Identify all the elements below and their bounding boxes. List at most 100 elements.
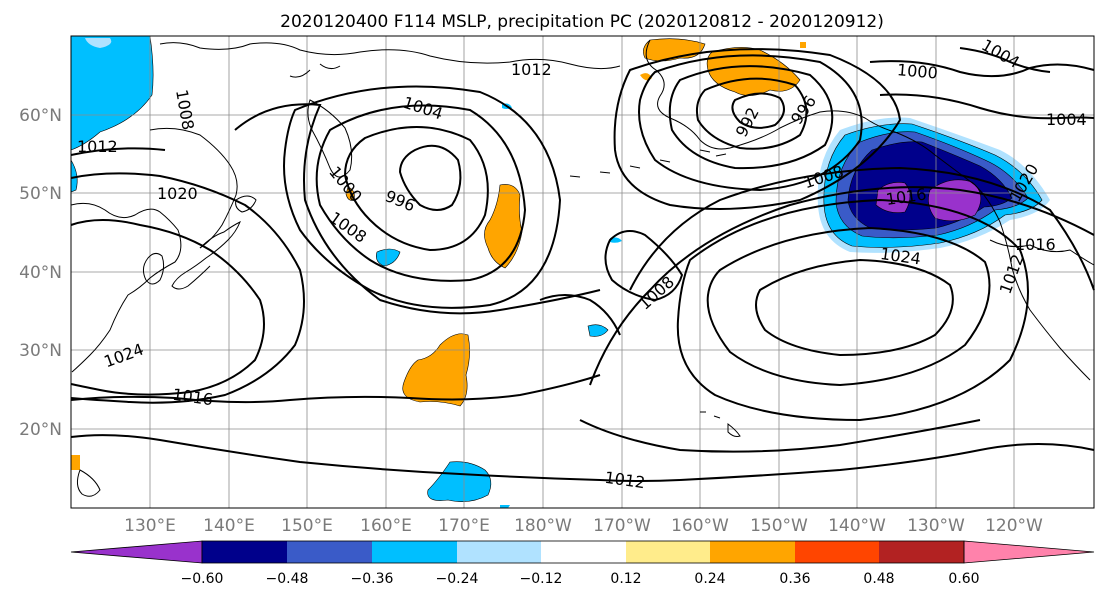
precip-area-ne-purple-2 — [928, 179, 982, 222]
colorbar-segment — [457, 541, 541, 563]
isobar-contour — [706, 226, 991, 387]
precip-area-lower-blue — [427, 461, 492, 502]
colorbar-tick-label: −0.24 — [436, 571, 479, 587]
lat-axis: 60°N 50°N 40°N 30°N 20°N — [19, 106, 62, 440]
isobar-contour — [70, 147, 166, 156]
isobar-contour — [234, 103, 601, 315]
isobar-contour — [638, 54, 863, 192]
lon-tick-label: 160°W — [671, 516, 729, 536]
lon-tick-label: 160°E — [360, 516, 412, 536]
isobar-contour — [343, 126, 489, 252]
isobar-contour — [70, 219, 265, 396]
isobar-contour — [283, 85, 562, 309]
isobar-contour — [676, 198, 1029, 422]
precip-area-top-orange-4 — [800, 42, 806, 48]
coastline-siberia — [159, 42, 621, 70]
coastline-korea — [142, 252, 165, 285]
isobar-contour — [668, 65, 834, 170]
colorbar-tick-label: 0.36 — [779, 571, 810, 587]
lat-tick-label: 50°N — [19, 184, 62, 204]
colorbar-segment — [879, 541, 964, 563]
isobar-label: 1012 — [77, 137, 118, 156]
map-title: 2020120400 F114 MSLP, precipitation PC (… — [280, 12, 884, 32]
map-panel: 1012 1008 1020 1024 1016 1004 1000 996 1… — [70, 35, 1095, 509]
precip-area-ne-purple-1 — [875, 182, 911, 213]
colorbar-segment — [287, 541, 372, 563]
colorbar-frame — [201, 540, 965, 564]
isobar-contour — [869, 60, 1095, 78]
lon-tick-label: 170°W — [593, 516, 651, 536]
lon-tick-label: 150°E — [281, 516, 333, 536]
isobar-contour — [604, 230, 684, 302]
colorbar-segment — [626, 541, 710, 563]
isobar-contour — [755, 258, 954, 357]
isobar-label: 1004 — [1046, 110, 1087, 129]
coastline-chukotka — [289, 63, 341, 78]
colorbar-tick-label: 0.12 — [610, 571, 641, 587]
isobar-contour — [589, 186, 1095, 386]
isobar-contour — [398, 144, 462, 211]
colorbar-tick-label: −0.48 — [266, 571, 309, 587]
lon-tick-label: 120°W — [985, 516, 1043, 536]
lat-tick-label: 30°N — [19, 341, 62, 361]
precip-area-small-blue-3 — [610, 237, 622, 243]
isobar-contour — [959, 47, 1051, 73]
coastline-alaska — [645, 39, 896, 150]
isobar-contour — [70, 374, 601, 404]
colorbar: −0.60 −0.48 −0.36 −0.24 −0.12 0.12 0.24 … — [70, 540, 1095, 587]
colorbar-segment — [795, 541, 879, 563]
map-frame — [70, 35, 1095, 509]
lon-tick-label: 170°E — [438, 516, 490, 536]
lon-tick-label: 140°W — [828, 516, 886, 536]
colorbar-tick-label: −0.36 — [351, 571, 394, 587]
isobar-contour — [695, 77, 808, 150]
isobars — [70, 47, 1095, 482]
lat-tick-label: 20°N — [19, 420, 62, 440]
lon-tick-label: 140°E — [203, 516, 255, 536]
isobar-contour — [629, 166, 1095, 291]
precip-area-topleft-light — [85, 38, 112, 48]
colorbar-segment — [541, 541, 626, 563]
coastline-asia-north — [149, 127, 238, 249]
colorbar-segment — [372, 541, 457, 563]
precip-area-small-blue-2 — [587, 324, 609, 337]
colorbar-tick-label: −0.60 — [181, 571, 224, 587]
lon-axis: 130°E 140°E 150°E 160°E 170°E 180°W 170°… — [124, 516, 1043, 536]
isobar-contour — [613, 48, 902, 210]
isobar-contour — [539, 294, 621, 336]
isobar-contour — [679, 443, 1095, 481]
precip-area-left-orange — [71, 455, 80, 470]
precip-area-central-orange — [484, 184, 523, 269]
lon-tick-label: 130°E — [124, 516, 176, 536]
coastline-philippines — [76, 469, 101, 497]
colorbar-segment — [202, 541, 287, 563]
colorbar-tick-label: 0.24 — [694, 571, 725, 587]
colorbar-extend-right — [963, 540, 1095, 564]
coastline-hawaii — [700, 411, 741, 437]
coastline-namerica-inland — [989, 239, 1095, 266]
lon-tick-label: 150°W — [750, 516, 808, 536]
precip-area-small-blue-1 — [376, 248, 401, 267]
precip-area-lower-blue-small — [500, 505, 510, 508]
isobar-label: 1000 — [896, 60, 938, 82]
isobar-contour — [70, 172, 305, 404]
colorbar-tick-label: 0.60 — [948, 571, 979, 587]
colorbar-tick-label: −0.12 — [520, 571, 563, 587]
colorbar-tick-label: 0.48 — [863, 571, 894, 587]
isobar-label: 1012 — [511, 60, 552, 79]
coastline-japan — [171, 220, 241, 290]
coastline-aleutians — [569, 149, 727, 178]
coastline-namerica — [894, 131, 1091, 381]
precip-area-lower-orange — [402, 333, 470, 407]
lat-tick-label: 40°N — [19, 263, 62, 283]
colorbar-extend-left — [70, 540, 203, 564]
precip-area-topleft-edge — [70, 158, 78, 193]
isobar-contour — [731, 92, 785, 129]
isobar-contour — [879, 93, 1095, 120]
isobar-label: 1016 — [1015, 235, 1056, 254]
isobar-contour — [315, 104, 527, 282]
precip-area-topleft-blue — [70, 35, 154, 151]
isobar-contour — [579, 419, 981, 453]
coastline-asia — [70, 202, 182, 373]
